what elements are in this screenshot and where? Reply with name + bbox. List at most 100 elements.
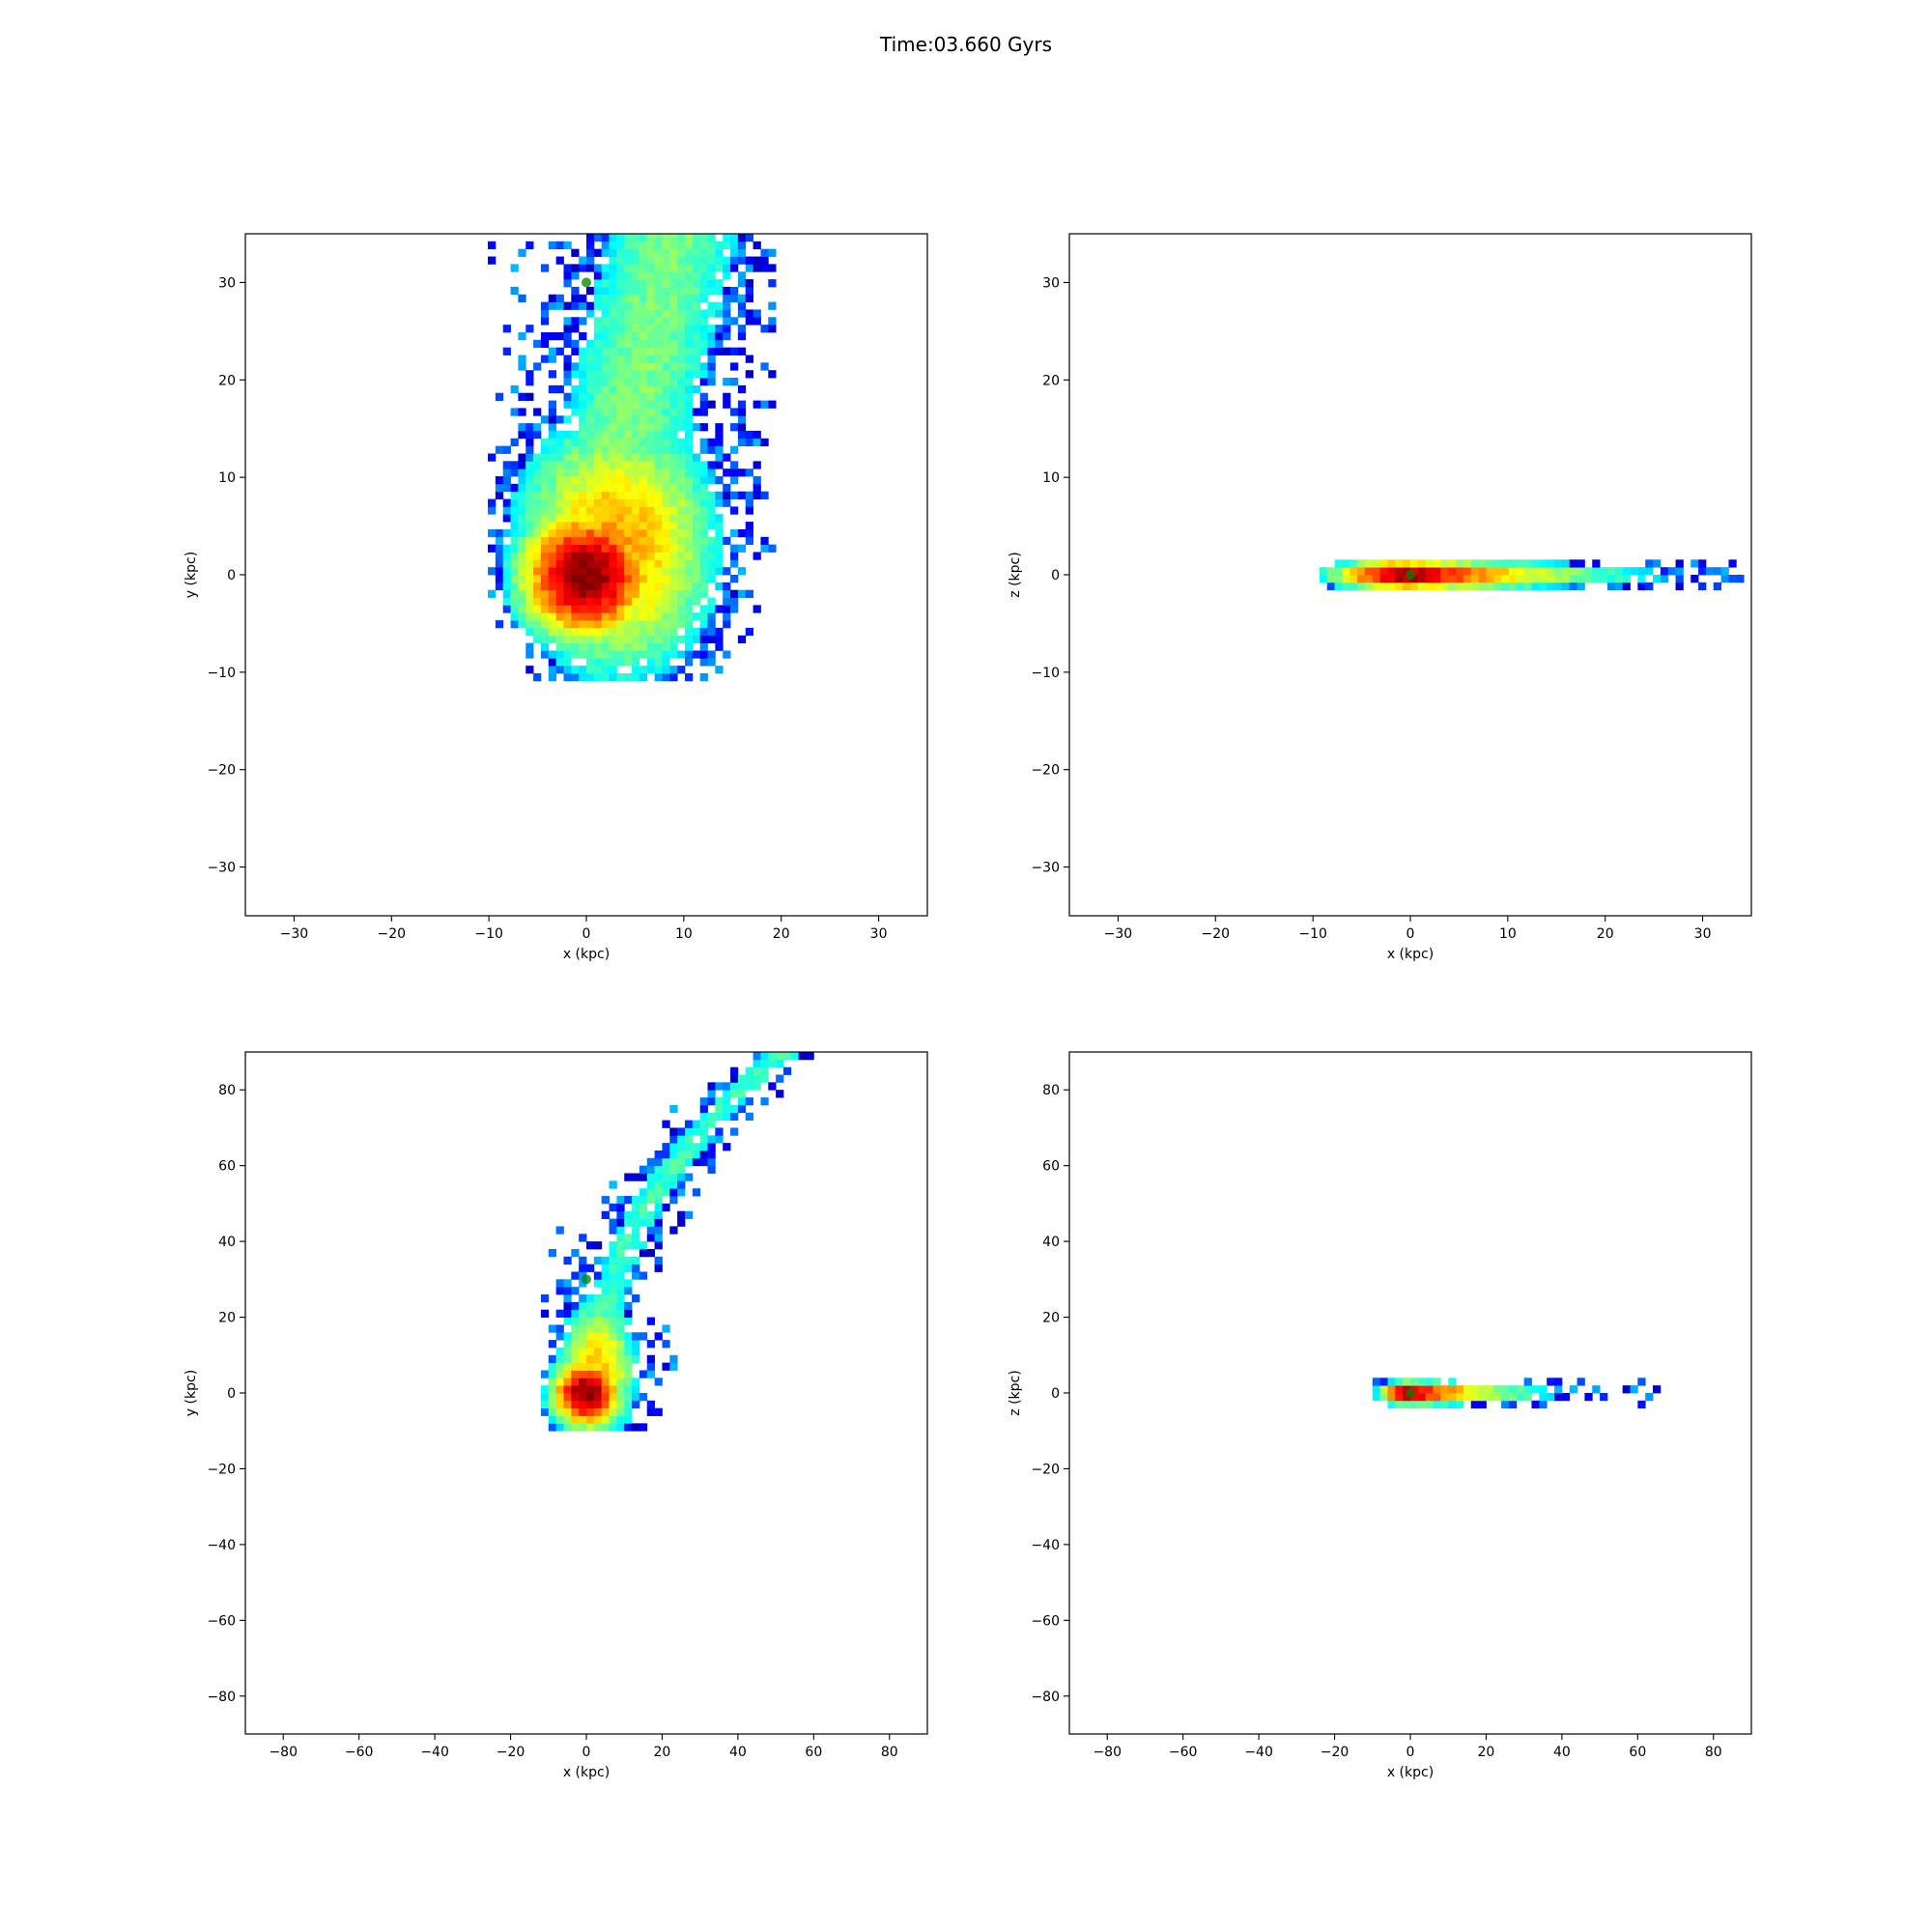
heatmap-cell [699, 528, 708, 538]
heatmap-cell [669, 461, 678, 469]
heatmap-cell [579, 552, 587, 560]
heatmap-cell [609, 286, 617, 296]
heatmap-cell [548, 658, 557, 667]
heatmap-cell [677, 301, 686, 310]
heatmap-cell [654, 650, 663, 659]
heatmap-cell [684, 423, 694, 432]
heatmap-cell [624, 347, 633, 355]
heatmap-cell [601, 1279, 610, 1288]
heatmap-cell [616, 672, 625, 682]
heatmap-cell [745, 498, 753, 507]
heatmap-cell [540, 331, 550, 341]
heatmap-cell [601, 552, 610, 560]
heatmap-cell [1379, 1393, 1388, 1402]
heatmap-cell [502, 575, 511, 583]
heatmap-cell [601, 1264, 610, 1272]
heatmap-cell [1561, 567, 1571, 576]
heatmap-cell [518, 552, 526, 560]
heatmap-cell [609, 612, 617, 621]
heatmap-cell [571, 1378, 580, 1386]
heatmap-cell [699, 559, 708, 568]
heatmap-cell [601, 605, 610, 613]
heatmap-cell [502, 552, 511, 560]
heatmap-cell [677, 612, 686, 621]
heatmap-cell [745, 506, 753, 515]
heatmap-cell [730, 575, 739, 583]
heatmap-cell [1372, 1385, 1381, 1394]
heatmap-cell [730, 256, 739, 265]
heatmap-cell [586, 1324, 595, 1333]
heatmap-cell [646, 438, 655, 447]
heatmap-cell [609, 355, 617, 363]
heatmap-cell [571, 430, 580, 440]
heatmap-cell [518, 506, 526, 515]
heatmap-cell [1403, 1400, 1411, 1409]
heatmap-cell [715, 241, 724, 250]
heatmap-cell [669, 650, 678, 659]
heatmap-cell [669, 309, 678, 318]
heatmap-cell [548, 445, 557, 454]
heatmap-cell [654, 256, 663, 265]
heatmap-cell [662, 522, 670, 530]
heatmap-cell [540, 461, 550, 469]
heatmap-cell [662, 234, 670, 242]
heatmap-cell [540, 506, 550, 515]
heatmap-cell [684, 370, 694, 379]
heatmap-cell [669, 627, 678, 637]
heatmap-cell [579, 1354, 587, 1364]
heatmap-cell [593, 514, 603, 523]
heatmap-cell [555, 1279, 564, 1288]
heatmap-cell [699, 438, 708, 447]
heatmap-cell [646, 1317, 655, 1325]
heatmap-cell [677, 1180, 686, 1189]
heatmap-cell [639, 476, 648, 485]
heatmap-cell [654, 627, 663, 637]
heatmap-cell [593, 1309, 603, 1318]
heatmap-top-left [488, 234, 777, 682]
heatmap-cell [699, 544, 708, 553]
panel-bottom-left: −80 −60 −40 −20 0 20 40 60 80−80−60−40−200204060… [184, 1051, 928, 1780]
heatmap-cell [593, 1354, 603, 1364]
heatmap-cell [632, 642, 640, 651]
heatmap-cell [571, 370, 580, 379]
heatmap-cell [609, 498, 617, 507]
heatmap-cell [715, 1112, 724, 1121]
heatmap-cell [782, 1052, 792, 1061]
heatmap-cell [593, 286, 603, 296]
heatmap-cell [768, 1059, 777, 1068]
heatmap-cell [737, 430, 747, 440]
heatmap-cell [1516, 1385, 1525, 1394]
heatmap-cell [692, 650, 701, 659]
heatmap-cell [609, 339, 617, 349]
heatmap-cell [677, 575, 686, 583]
heatmap-cell [586, 378, 595, 386]
heatmap-cell [646, 1188, 655, 1197]
heatmap-cell [684, 536, 694, 546]
heatmap-cell [654, 408, 663, 416]
heatmap-cell [662, 256, 670, 265]
heatmap-cell [571, 1332, 580, 1341]
heatmap-cell [548, 627, 557, 637]
heatmap-cell [1728, 559, 1737, 568]
heatmap-cell [579, 575, 587, 583]
heatmap-cell [601, 384, 610, 394]
heatmap-cell [586, 445, 595, 454]
heatmap-cell [768, 264, 777, 272]
heatmap-cell [723, 605, 731, 613]
heatmap-cell [730, 491, 739, 499]
y-tick-label: 10 [1042, 470, 1060, 486]
heatmap-cell [616, 1264, 625, 1272]
heatmap-cell [632, 271, 640, 280]
heatmap-cell [586, 658, 595, 667]
heatmap-cell [533, 597, 542, 606]
heatmap-cell [563, 1279, 572, 1288]
heatmap-cell [1569, 582, 1577, 591]
heatmap-cell [669, 469, 678, 477]
heatmap-cell [1569, 559, 1577, 568]
heatmap-cell [1425, 567, 1434, 576]
heatmap-cell [1440, 1385, 1449, 1394]
heatmap-cell [707, 355, 716, 363]
heatmap-cell [579, 1393, 587, 1402]
heatmap-cell [1417, 575, 1427, 583]
x-tick-label: 80 [1705, 1745, 1722, 1760]
